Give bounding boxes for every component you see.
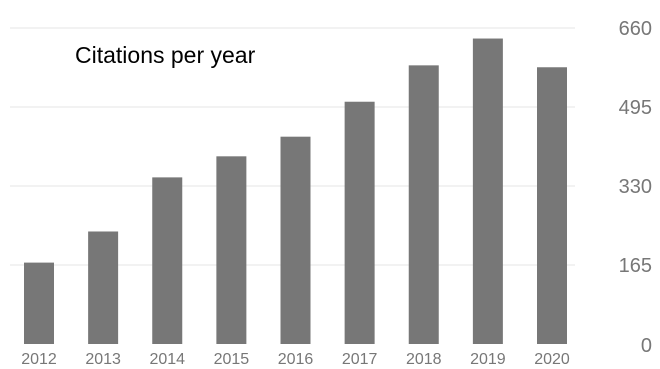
- y-tick-label: 165: [619, 255, 652, 277]
- x-tick-label: 2014: [149, 351, 185, 368]
- bar-2017: [344, 101, 375, 344]
- bar-2012: [24, 262, 54, 344]
- x-axis-tick-labels: 2012 2013 2014 2015 2016 2017 2018 2019 2020: [21, 351, 570, 368]
- x-tick-label: 2012: [21, 351, 57, 368]
- x-tick-label: 2013: [85, 351, 121, 368]
- y-axis-tick-labels: 0 165 330 495 660: [619, 18, 652, 357]
- bar-2016: [280, 136, 311, 344]
- bars: [24, 38, 567, 345]
- chart-title: Citations per year: [75, 42, 256, 68]
- y-tick-label: 330: [619, 176, 652, 198]
- x-tick-label: 2019: [470, 351, 506, 368]
- x-tick-label: 2017: [342, 351, 378, 368]
- bar-2019: [472, 38, 503, 345]
- bar-2020: [537, 67, 567, 344]
- x-tick-label: 2018: [406, 351, 442, 368]
- bar-2018: [408, 65, 439, 344]
- x-tick-label: 2015: [214, 351, 250, 368]
- y-tick-label: 495: [619, 97, 652, 119]
- y-tick-label: 0: [641, 335, 652, 357]
- bar-2013: [88, 231, 119, 344]
- x-tick-label: 2016: [278, 351, 314, 368]
- y-tick-label: 660: [619, 18, 652, 40]
- bar-2015: [216, 156, 247, 344]
- bar-2014: [152, 177, 183, 344]
- x-tick-label: 2020: [534, 351, 570, 368]
